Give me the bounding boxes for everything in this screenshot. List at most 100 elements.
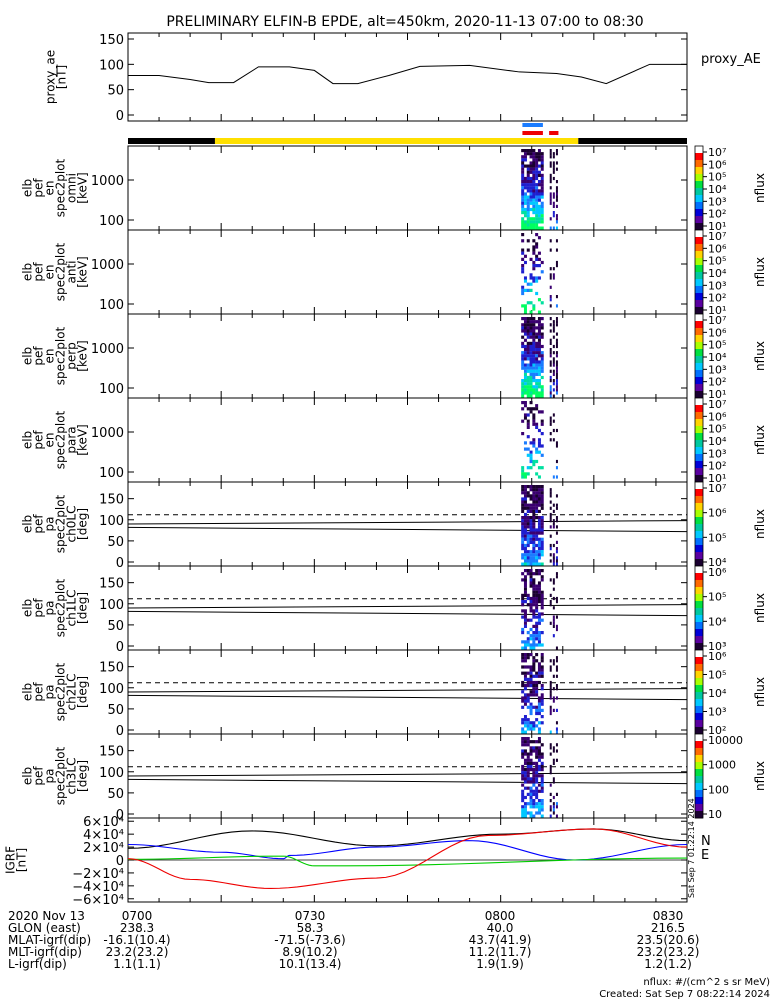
spectrogram-panel-2-tick-label: 1000 xyxy=(91,258,124,273)
spectrogram-cell xyxy=(521,680,525,685)
spectrogram-cell xyxy=(523,537,527,541)
colorbar-segment xyxy=(695,314,703,322)
spectrogram-cell xyxy=(529,799,533,803)
spectrogram-cell xyxy=(540,366,544,370)
spectrogram-cell xyxy=(535,167,539,171)
spectrogram-cell xyxy=(523,519,527,523)
spectrogram-panel-8-tick-label: 150 xyxy=(99,745,124,760)
colorbar-tick-label: 10³ xyxy=(708,706,726,719)
spectrogram-cell xyxy=(526,335,530,339)
spectrogram-cell xyxy=(535,596,539,601)
spectrogram-cell xyxy=(537,276,541,280)
spectrogram-cell xyxy=(532,335,536,339)
spectrogram-cell xyxy=(549,693,552,697)
spectrogram-panel-2-frame xyxy=(127,229,688,315)
spectrogram-cell xyxy=(537,522,541,526)
spectrogram-cell xyxy=(529,183,533,187)
spectrogram-cell xyxy=(537,547,541,551)
spectrogram-cell xyxy=(537,158,541,162)
spectrogram-cell xyxy=(535,740,539,744)
spectrogram-cell xyxy=(521,562,525,566)
spectrogram-cell xyxy=(540,453,544,457)
colorbar-segment xyxy=(695,797,703,805)
spectrogram-cell xyxy=(535,590,539,594)
y-axis-label-line: ch2LC xyxy=(65,674,79,711)
spectrogram-cell xyxy=(540,204,544,208)
spectrogram-cell xyxy=(532,584,536,588)
spectrogram-cell xyxy=(529,677,533,681)
spectrogram-cell xyxy=(540,768,544,772)
spectrogram-cell xyxy=(549,684,552,688)
spectrogram-cell xyxy=(552,351,555,355)
spectrogram-cell xyxy=(552,553,555,557)
spectrogram-cell xyxy=(555,428,558,433)
spectrogram-cell xyxy=(523,618,527,622)
spectrogram-cell xyxy=(523,211,527,215)
spectrogram-cell xyxy=(521,553,525,557)
spectrogram-cell xyxy=(535,164,539,168)
spectrogram-cell xyxy=(532,550,536,554)
colorbar-segment xyxy=(695,356,703,364)
spectrogram-cell xyxy=(521,572,525,576)
spectrogram-cell xyxy=(537,338,541,342)
colorbar-segment xyxy=(695,342,703,350)
colorbar-tick-label: 10⁴ xyxy=(708,267,727,280)
spectrogram-cell xyxy=(549,743,552,747)
spectrogram-cell xyxy=(549,593,552,597)
spectrogram-cell xyxy=(521,388,525,392)
spectrogram-cell xyxy=(521,485,525,489)
spectrogram-cell xyxy=(552,708,555,712)
spectrogram-cell xyxy=(523,317,527,321)
spectrogram-cell xyxy=(540,674,544,678)
spectrogram-cell xyxy=(523,575,527,579)
spectrogram-cell xyxy=(521,743,525,747)
igrf-series-3 xyxy=(127,855,688,867)
spectrogram-cell xyxy=(532,777,536,781)
plot-title: PRELIMINARY ELFIN-B EPDE, alt=450km, 202… xyxy=(166,14,643,30)
spectrogram-cell xyxy=(540,161,544,165)
spectrogram-cell xyxy=(540,547,544,551)
spectrogram-cell xyxy=(523,600,527,604)
colorbar-tick-label: 10⁷ xyxy=(708,314,726,327)
spectrogram-cell xyxy=(526,407,530,411)
spectrogram-cell xyxy=(521,363,525,367)
spectrogram-cell xyxy=(540,699,544,703)
y-axis-label-line: en xyxy=(43,433,57,448)
spectrogram-cell xyxy=(523,369,527,373)
colorbar-tick-label: 10² xyxy=(708,376,726,389)
spectrogram-cell xyxy=(537,335,541,339)
colorbar-segment xyxy=(695,566,703,574)
spectrogram-cell xyxy=(540,176,544,181)
spectrogram-cell xyxy=(526,170,530,174)
spectrogram-cell xyxy=(540,578,544,582)
spectrogram-panel-6-tick-label: 0 xyxy=(116,640,124,655)
colorbar-segment xyxy=(695,517,703,525)
spectrogram-cell xyxy=(529,671,533,675)
spectrogram-cell xyxy=(526,774,530,778)
spectrogram-cell xyxy=(526,727,530,731)
spectrogram-cell xyxy=(555,743,558,747)
colorbar-tick-label: 10¹ xyxy=(708,220,726,233)
colorbar-tick-label: 10⁵ xyxy=(708,531,726,544)
spectrogram-cell xyxy=(537,438,541,442)
spectrogram-cell xyxy=(521,354,525,358)
spectrogram-cell xyxy=(549,690,552,694)
spectrogram-cell xyxy=(526,724,530,728)
spectrogram-cell xyxy=(535,211,539,215)
spectrogram-cell xyxy=(526,752,530,756)
spectrogram-cell xyxy=(532,326,536,330)
spectrogram-cell xyxy=(523,761,527,765)
spectrogram-cell xyxy=(549,687,552,691)
spectrogram-cell xyxy=(532,338,536,342)
spectrogram-cell xyxy=(529,668,533,672)
spectrogram-cell xyxy=(526,755,530,759)
spectrogram-cell xyxy=(552,320,555,324)
colorbar-segment xyxy=(695,636,703,644)
spectrogram-cell xyxy=(535,447,539,451)
spectrogram-cell xyxy=(532,363,536,367)
spectrogram-cell xyxy=(532,183,536,187)
spectrogram-cell xyxy=(540,214,544,218)
spectrogram-cell xyxy=(526,248,530,252)
spectrogram-cell xyxy=(555,375,558,380)
spectrogram-cell xyxy=(529,609,533,613)
